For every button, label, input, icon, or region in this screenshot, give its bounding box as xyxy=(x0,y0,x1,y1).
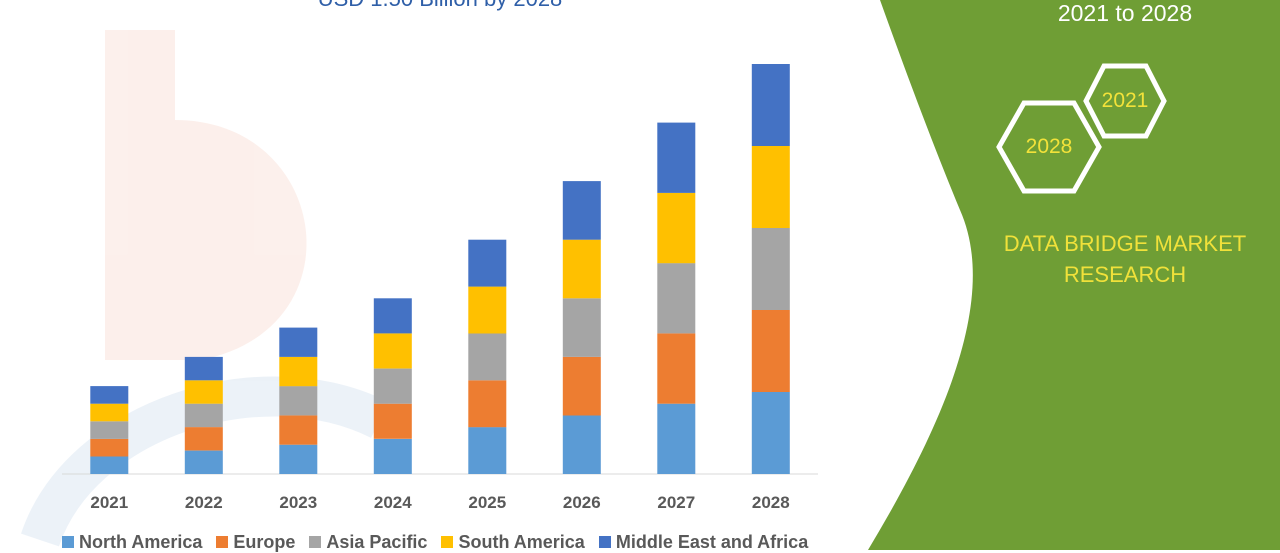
bar-segment-2025-europe xyxy=(468,380,507,428)
legend-item-south-america: South America xyxy=(441,531,585,553)
bar-segment-2025-middle-east-and-africa xyxy=(468,239,507,287)
stacked-bar-chart: 2021 2022 2023 2024 2025 2026 2027 2028 xyxy=(62,64,818,512)
legend-label: South America xyxy=(458,531,585,552)
x-tick-label: 2028 xyxy=(752,493,790,512)
bar-segment-2024-north-america xyxy=(373,438,412,474)
hexagon-2028 xyxy=(996,100,1102,194)
x-tick-label: 2026 xyxy=(563,493,601,512)
watermark-logo-swoosh xyxy=(21,376,389,547)
legend-label: Europe xyxy=(233,531,296,552)
bar-segment-2021-middle-east-and-africa xyxy=(90,386,129,404)
legend-swatch-north-america xyxy=(62,536,74,548)
bar-segment-2023-europe xyxy=(279,415,318,445)
bars-group xyxy=(90,64,790,474)
hexagon-2021 xyxy=(1083,63,1167,139)
bar-segment-2027-north-america xyxy=(657,403,696,474)
bar-segment-2024-europe xyxy=(373,403,412,439)
legend-label: North America xyxy=(79,531,203,552)
x-tick-label: 2023 xyxy=(279,493,317,512)
bar-segment-2027-europe xyxy=(657,333,696,404)
bar-segment-2022-europe xyxy=(184,427,223,451)
x-tick-labels: 2021 2022 2023 2024 2025 2026 2027 2028 xyxy=(90,493,789,512)
brand-name: DATA BRIDGE MARKET RESEARCH xyxy=(980,228,1270,290)
bar-segment-2026-europe xyxy=(562,356,601,416)
legend-swatch-south-america xyxy=(441,536,454,548)
x-tick-label: 2022 xyxy=(185,493,223,512)
legend-item-asia-pacific: Asia Pacific xyxy=(309,532,427,553)
x-tick-label: 2021 xyxy=(90,493,128,512)
chart-subtitle: USD 1.50 Billion by 2028 xyxy=(0,0,880,12)
bar-segment-2028-south-america xyxy=(751,146,790,228)
hexagon-label-2028: 2028 xyxy=(1025,135,1073,158)
bar-segment-2024-middle-east-and-africa xyxy=(373,298,412,334)
bar-segment-2026-north-america xyxy=(562,415,601,474)
legend-item-europe: Europe xyxy=(216,532,295,553)
bar-segment-2023-north-america xyxy=(279,444,318,474)
watermark-logo-bowl xyxy=(175,120,307,360)
bar-segment-2026-asia-pacific xyxy=(562,298,601,357)
bar-segment-2021-europe xyxy=(90,438,129,457)
bar-segment-2027-south-america xyxy=(657,192,696,264)
brand-line-2: RESEARCH xyxy=(1063,262,1187,287)
bar-segment-2022-middle-east-and-africa xyxy=(184,356,223,381)
bar-segment-2022-south-america xyxy=(184,380,223,404)
bar-segment-2022-asia-pacific xyxy=(184,403,223,428)
side-panel xyxy=(868,0,1280,550)
bar-segment-2021-asia-pacific xyxy=(90,421,129,439)
bar-segment-2028-europe xyxy=(751,310,790,392)
bar-segment-2025-asia-pacific xyxy=(468,333,507,381)
bar-segment-2024-asia-pacific xyxy=(373,368,412,404)
x-tick-label: 2025 xyxy=(468,493,506,512)
forecast-range-text: 2021 to 2028 xyxy=(1057,0,1193,26)
bar-segment-2021-north-america xyxy=(90,456,129,474)
legend-item-middle-east-africa: Middle East and Africa xyxy=(598,531,809,553)
bar-segment-2026-south-america xyxy=(562,239,601,299)
x-tick-label: 2024 xyxy=(374,493,412,512)
brand-line-1: DATA BRIDGE MARKET xyxy=(1003,231,1247,256)
legend-label: Asia Pacific xyxy=(326,531,428,552)
bar-segment-2028-middle-east-and-africa xyxy=(751,64,790,146)
legend-swatch-middle-east-africa xyxy=(598,536,611,548)
bar-segment-2025-north-america xyxy=(468,427,507,474)
bar-segment-2021-south-america xyxy=(90,403,129,422)
x-tick-label: 2027 xyxy=(657,493,695,512)
bar-segment-2022-north-america xyxy=(184,450,223,474)
legend-item-north-america: North America xyxy=(62,532,202,553)
watermark-logo-bar xyxy=(105,30,175,360)
watermark-logo xyxy=(21,30,389,547)
bar-segment-2027-middle-east-and-africa xyxy=(657,122,696,193)
bar-segment-2026-middle-east-and-africa xyxy=(562,181,601,240)
chart-legend: North America Europe Asia Pacific South … xyxy=(62,532,822,552)
bar-segment-2028-asia-pacific xyxy=(751,228,790,310)
legend-label: Middle East and Africa xyxy=(615,531,809,552)
bar-segment-2023-asia-pacific xyxy=(279,386,318,416)
bar-segment-2023-south-america xyxy=(279,356,318,387)
bar-segment-2024-south-america xyxy=(373,333,412,369)
bar-segment-2025-south-america xyxy=(468,286,507,334)
bar-segment-2028-north-america xyxy=(751,392,790,474)
bar-segment-2023-middle-east-and-africa xyxy=(279,327,318,357)
hexagon-label-2021: 2021 xyxy=(1101,89,1149,112)
bar-segment-2027-asia-pacific xyxy=(657,263,696,334)
legend-swatch-asia-pacific xyxy=(309,536,322,548)
legend-swatch-europe xyxy=(216,536,229,548)
